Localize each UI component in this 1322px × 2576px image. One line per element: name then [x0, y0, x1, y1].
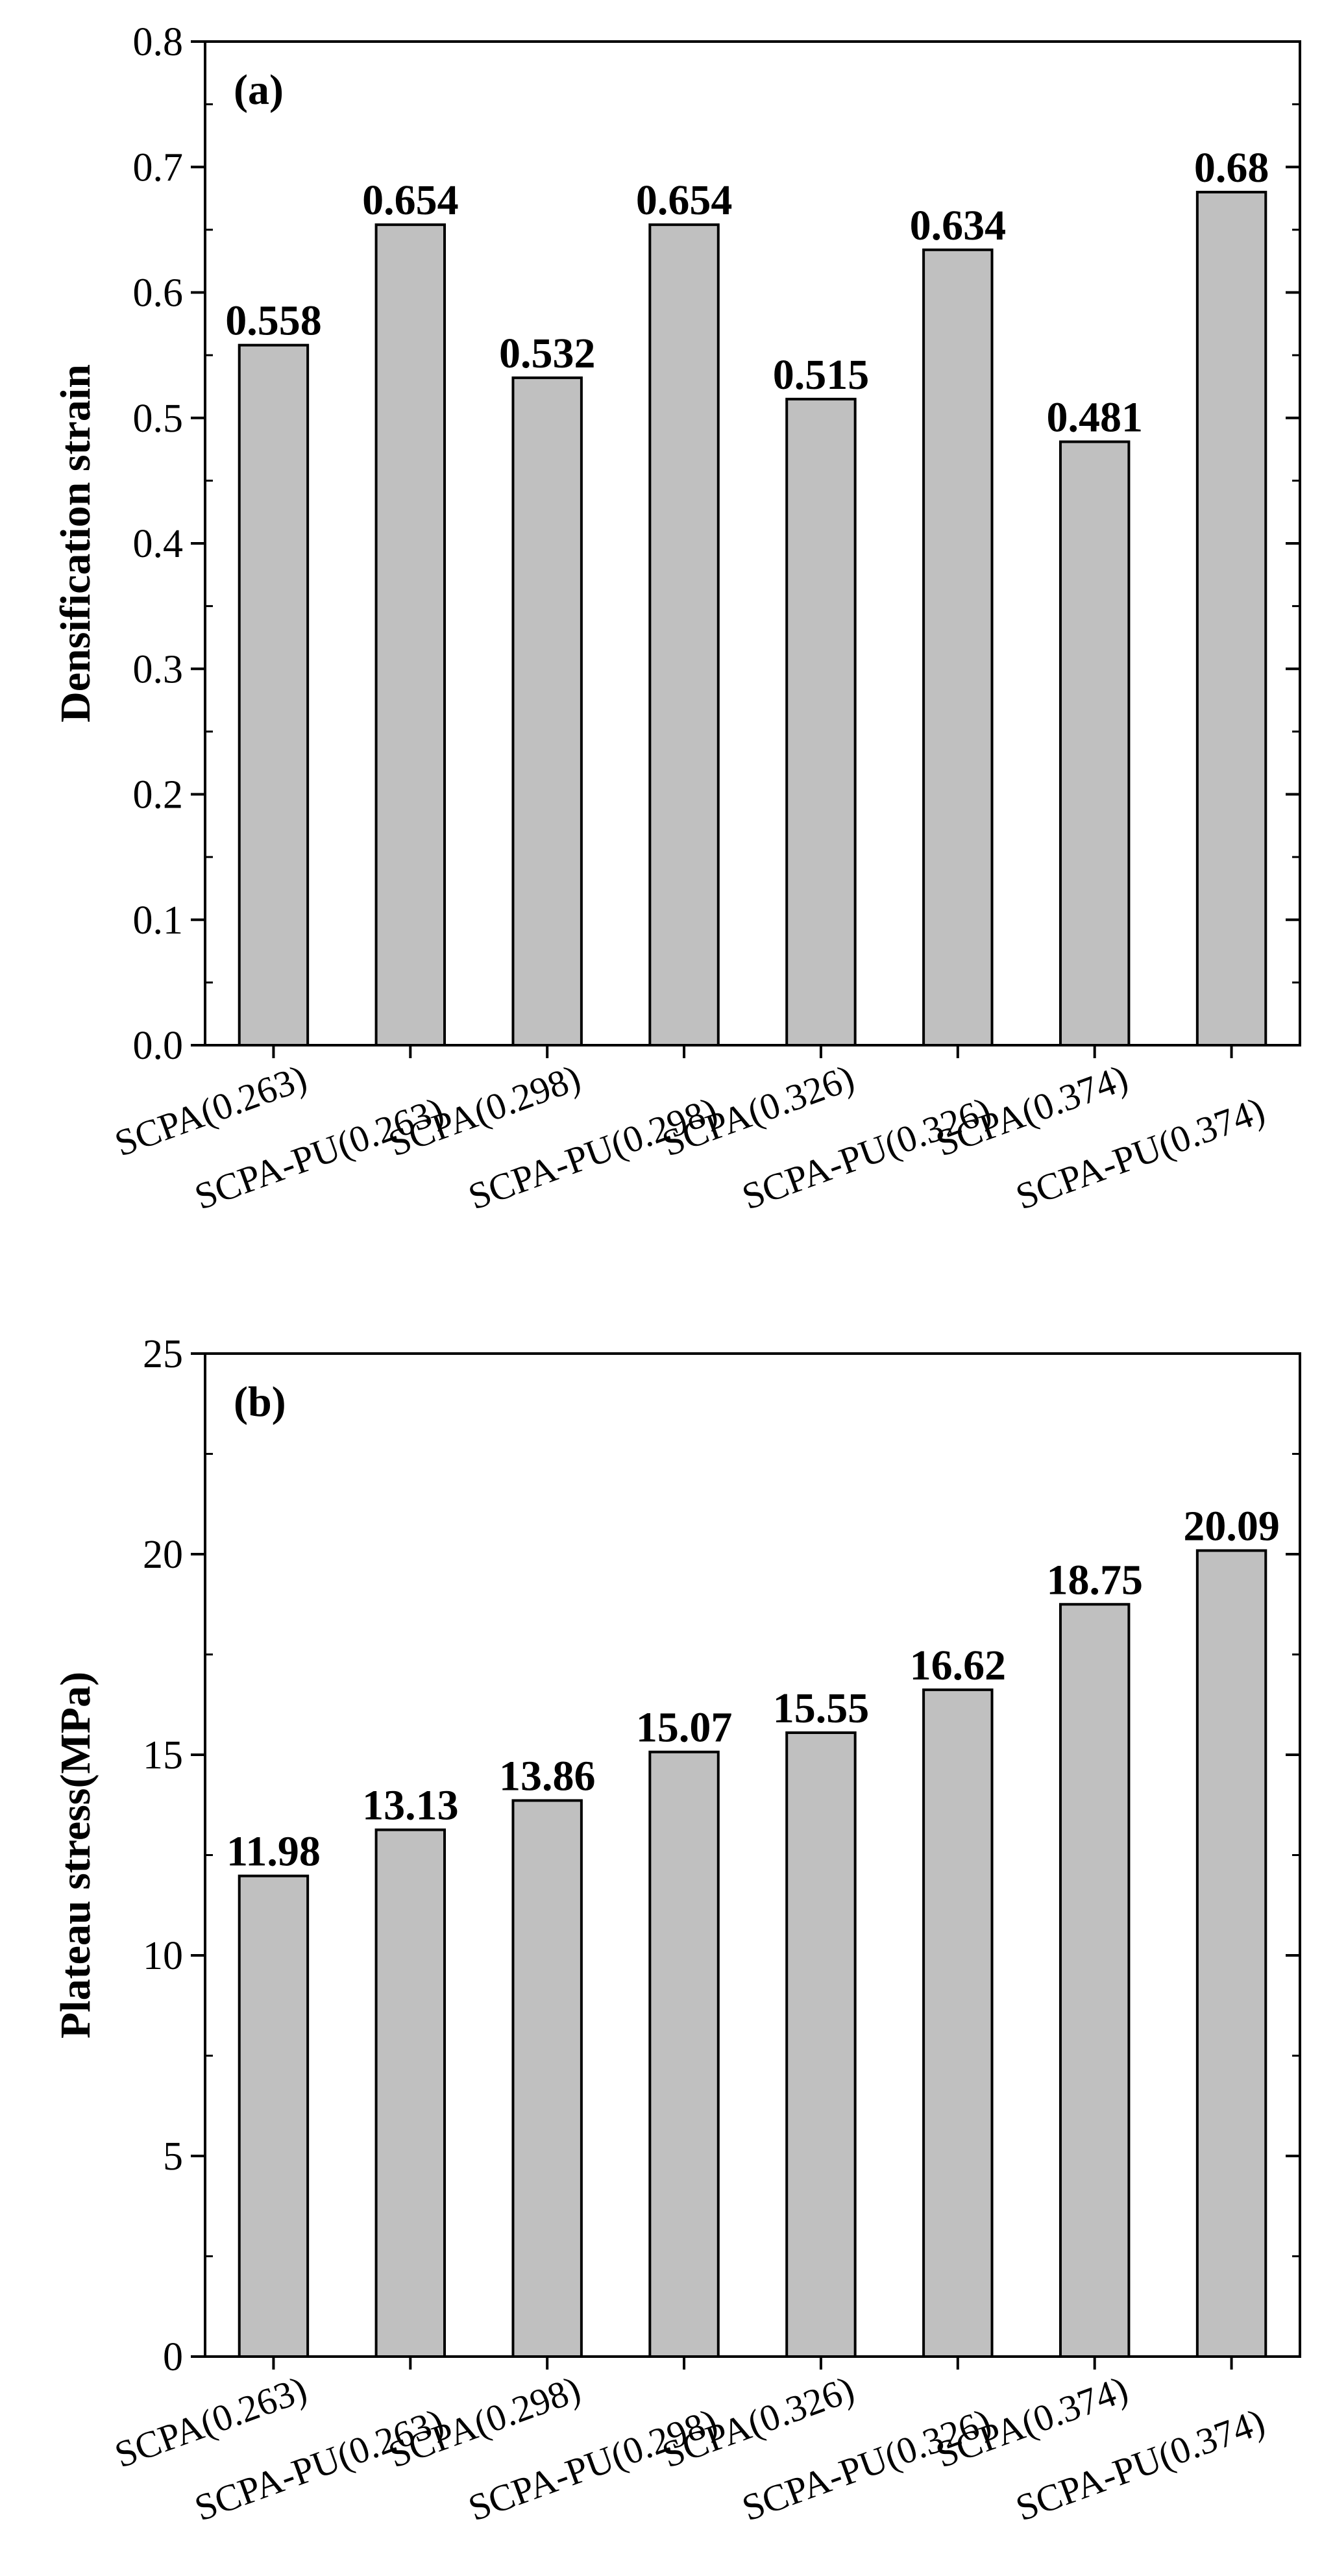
- y-tick-label: 0.4: [133, 522, 184, 566]
- bar-value-label: 0.634: [910, 202, 1007, 249]
- bar-value-label: 0.654: [636, 177, 733, 224]
- bar: [648, 223, 720, 1046]
- y-tick-label: 5: [163, 2135, 183, 2179]
- bar-value-label: 15.55: [773, 1685, 870, 1732]
- bar: [238, 343, 310, 1046]
- bar-value-label: 16.62: [910, 1642, 1007, 1689]
- bar: [648, 1750, 720, 2359]
- bar-value-label: 0.654: [362, 177, 459, 224]
- y-tick-label: 10: [143, 1934, 183, 1978]
- bar: [1195, 1549, 1267, 2358]
- bar-value-label: 15.07: [636, 1704, 733, 1752]
- panel-label: (a): [234, 66, 284, 114]
- y-axis-title: Densification strain: [52, 364, 99, 723]
- bar-value-label: 0.68: [1194, 144, 1269, 192]
- bar: [785, 397, 857, 1046]
- y-tick-label: 0.1: [133, 898, 184, 943]
- bar-value-label: 13.13: [362, 1782, 459, 1829]
- y-tick-label: 0: [163, 2335, 183, 2379]
- bar-value-label: 0.532: [499, 330, 596, 377]
- plot-frame: [204, 1352, 1301, 2358]
- bar: [922, 248, 994, 1046]
- y-tick-label: 0.7: [133, 145, 184, 190]
- bar: [238, 1874, 310, 2358]
- bar-value-label: 0.558: [225, 297, 322, 345]
- bar-value-label: 13.86: [499, 1752, 596, 1800]
- bar: [511, 1799, 583, 2358]
- bar: [1059, 1603, 1131, 2358]
- bar-value-label: 0.515: [773, 351, 870, 399]
- bar-value-label: 0.481: [1046, 393, 1143, 441]
- y-tick-label: 0.8: [133, 20, 184, 64]
- chart-panel-a: 0.00.10.20.30.40.50.60.70.80.558SCPA(0.2…: [52, 20, 1301, 1218]
- bar-value-label: 11.98: [226, 1828, 321, 1876]
- y-axis-title: Plateau stress(MPa): [52, 1672, 99, 2038]
- y-tick-label: 20: [143, 1533, 183, 1577]
- y-tick-label: 0.0: [133, 1024, 184, 1068]
- bar: [922, 1688, 994, 2358]
- y-tick-label: 0.5: [133, 397, 184, 441]
- bar: [785, 1731, 857, 2358]
- bar-value-label: 18.75: [1046, 1556, 1143, 1604]
- y-tick-label: 25: [143, 1332, 183, 1376]
- y-tick-label: 15: [143, 1733, 183, 1777]
- chart-panel-b: 051015202511.98SCPA(0.263)13.13SCPA-PU(0…: [52, 1332, 1301, 2529]
- bar: [1195, 190, 1267, 1046]
- y-tick-label: 0.3: [133, 647, 184, 691]
- bar: [1059, 440, 1131, 1046]
- bar: [511, 376, 583, 1046]
- bar-value-label: 20.09: [1183, 1502, 1280, 1550]
- bar: [374, 1828, 447, 2358]
- bar: [374, 223, 447, 1046]
- panel-label: (b): [234, 1378, 286, 1426]
- y-tick-label: 0.2: [133, 773, 184, 817]
- y-tick-label: 0.6: [133, 271, 184, 316]
